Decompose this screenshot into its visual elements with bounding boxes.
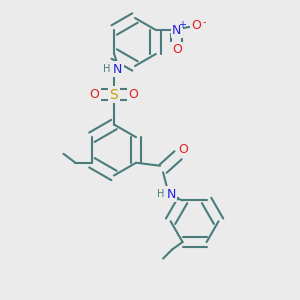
Text: H: H (103, 64, 110, 74)
Text: +: + (178, 20, 186, 31)
Text: O: O (191, 19, 201, 32)
Text: H: H (157, 189, 165, 199)
Text: O: O (172, 43, 182, 56)
Text: O: O (129, 88, 138, 101)
Text: O: O (90, 88, 99, 101)
Text: N: N (172, 23, 182, 37)
Text: N: N (113, 62, 122, 76)
Text: -: - (202, 17, 206, 28)
Text: N: N (167, 188, 176, 201)
Text: S: S (110, 88, 118, 101)
Text: O: O (178, 143, 188, 156)
